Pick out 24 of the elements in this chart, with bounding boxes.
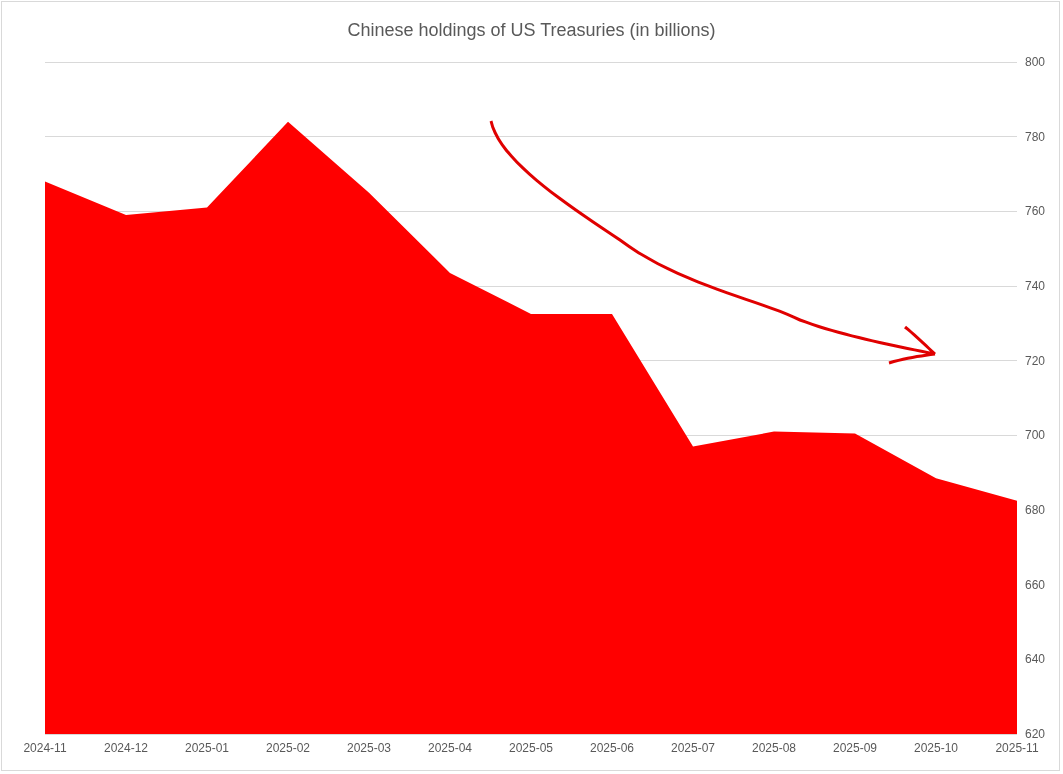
y-tick-label: 620	[1025, 727, 1046, 741]
x-tick-label: 2025-05	[508, 741, 554, 755]
y-tick-label: 720	[1025, 353, 1046, 368]
x-tick-label: 2024-12	[103, 741, 149, 755]
chart-title: Chinese holdings of US Treasuries (in billions)	[347, 20, 716, 40]
y-tick-label: 700	[1025, 428, 1046, 443]
y-tick-label: 800	[1025, 55, 1046, 69]
y-tick-label: 780	[1025, 129, 1046, 144]
x-tick-label: 2025-10	[913, 741, 959, 755]
y-tick-label: 740	[1025, 279, 1046, 293]
y-tick-label: 680	[1025, 503, 1046, 517]
y-tick-label: 760	[1025, 204, 1046, 219]
x-tick-label: 2025-08	[751, 741, 797, 755]
x-tick-label: 2025-02	[265, 741, 311, 755]
x-tick-label: 2024-11	[23, 741, 67, 755]
x-tick-label: 2025-06	[589, 741, 635, 755]
x-tick-label: 2025-04	[427, 741, 473, 755]
y-tick-label: 660	[1025, 577, 1046, 592]
x-tick-label: 2025-01	[184, 741, 230, 755]
x-tick-label: 2025-09	[832, 741, 878, 755]
y-tick-label: 640	[1025, 652, 1046, 667]
x-tick-label: 2025-11	[995, 741, 1039, 755]
x-tick-label: 2025-03	[346, 741, 392, 755]
x-tick-label: 2025-07	[670, 741, 716, 755]
